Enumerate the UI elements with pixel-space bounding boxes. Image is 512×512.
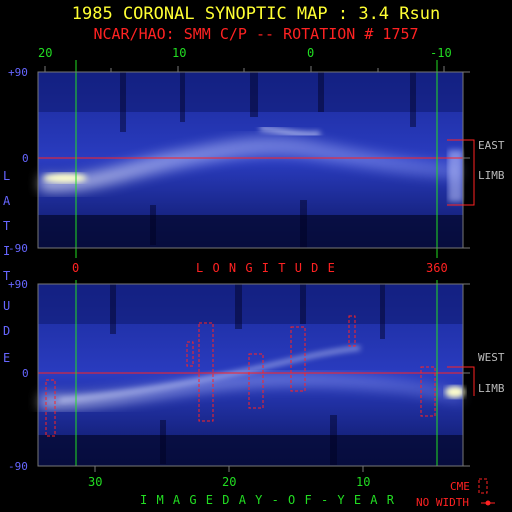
latitude-letter: A — [3, 194, 11, 208]
top-limb-bright — [448, 150, 463, 202]
cme-marker — [248, 353, 264, 409]
bottom-y-tick-label: +90 — [8, 278, 28, 291]
east-label: EAST — [478, 139, 505, 152]
top-dark-rays — [120, 72, 416, 248]
bottom-bright-spot — [445, 386, 465, 398]
cme-markers — [45, 315, 436, 437]
top-y-tick-label: +90 — [8, 66, 28, 79]
east-limb-label: LIMB — [478, 169, 505, 182]
cme-legend-label: CME — [450, 480, 470, 493]
page-subtitle: NCAR/HAO: SMM C/P -- ROTATION # 1757 — [93, 25, 419, 43]
latitude-letter: E — [3, 351, 11, 365]
latitude-letter: D — [3, 324, 11, 338]
bottom-streamer-band — [40, 373, 462, 409]
top-tick-label: 0 — [307, 46, 315, 60]
cme-marker — [198, 322, 214, 422]
bottom-y-tick-label: -90 — [8, 460, 28, 473]
top-streamer-band — [40, 136, 460, 192]
bottom-y-tick-label: 0 — [22, 367, 29, 380]
top-y-tick-label: 0 — [22, 152, 29, 165]
cme-marker — [348, 315, 356, 347]
top-bright-spot — [43, 173, 87, 183]
bottom-map-frame — [37, 283, 464, 467]
longitude-tick-label: 0 — [72, 261, 80, 275]
bottom-map-dark-south — [38, 435, 463, 466]
cme-marker — [186, 341, 194, 367]
latitude-letter: L — [3, 169, 11, 183]
cme-marker — [290, 326, 306, 392]
top-tick-label: 10 — [172, 46, 187, 60]
no-width-legend-symbol — [481, 500, 495, 506]
day-of-year-axis-label: I M A G E D A Y - O F - Y E A R — [140, 493, 395, 507]
day-tick-label: 10 — [356, 475, 371, 489]
longitude-tick-label: 360 — [426, 261, 448, 275]
top-right-ticks — [463, 71, 470, 249]
latitude-letter: T — [3, 219, 11, 233]
bottom-map-dark-north — [38, 284, 463, 324]
day-tick-label: 20 — [222, 475, 237, 489]
latitude-letter: U — [3, 299, 11, 313]
west-limb-label: LIMB — [478, 382, 505, 395]
cme-marker — [45, 379, 56, 437]
bottom-dark-rays — [110, 284, 385, 465]
top-y-tick-label: -90 — [8, 242, 28, 255]
top-map-frame — [37, 71, 464, 249]
top-secondary-band — [259, 125, 321, 137]
longitude-axis-label: L O N G I T U D E — [196, 261, 336, 275]
west-label: WEST — [478, 351, 505, 364]
bottom-axis-ticks — [94, 466, 364, 472]
bottom-secondary-band — [59, 346, 361, 402]
cme-marker — [420, 366, 436, 417]
top-tick-label: -10 — [430, 46, 452, 60]
bottom-right-ticks — [463, 283, 470, 467]
top-map — [37, 60, 475, 258]
day-tick-label: 30 — [88, 475, 103, 489]
west-limb-bracket — [447, 366, 475, 396]
latitude-letter: T — [3, 269, 11, 283]
east-limb-bracket — [447, 139, 475, 206]
cme-legend-symbol — [478, 478, 488, 494]
latitude-letter: I — [3, 244, 11, 258]
top-map-dark-south — [38, 215, 463, 248]
top-axis-ticks — [44, 66, 445, 72]
bottom-map — [37, 280, 475, 472]
page-title: 1985 CORONAL SYNOPTIC MAP : 3.4 Rsun — [71, 4, 441, 24]
no-width-legend-label: NO WIDTH — [416, 496, 469, 509]
top-tick-label: 20 — [38, 46, 53, 60]
top-map-dark-north — [38, 72, 463, 112]
